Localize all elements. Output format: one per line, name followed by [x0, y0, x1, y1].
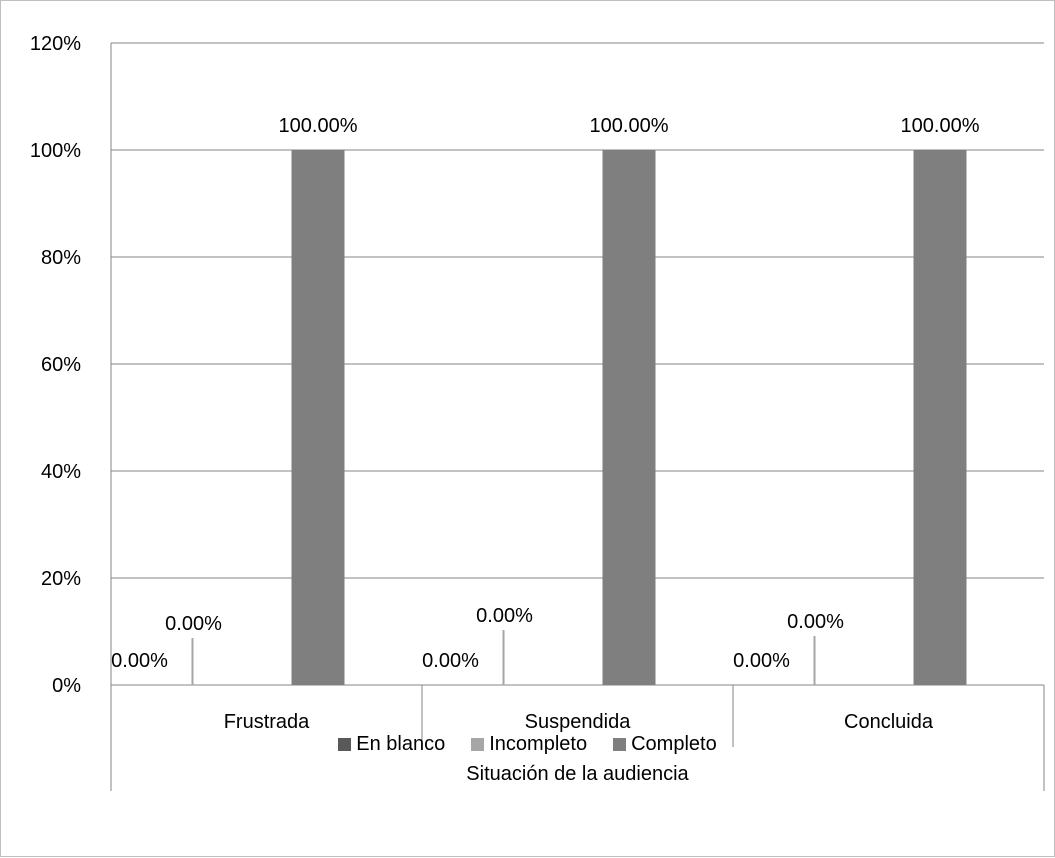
bar-completo [913, 150, 967, 685]
y-tick-label: 60% [41, 354, 81, 376]
x-axis-title: Situación de la audiencia [466, 763, 689, 785]
legend-label: Completo [631, 732, 717, 755]
data-label: 100.00% [590, 115, 669, 137]
data-label: 0.00% [787, 611, 844, 633]
y-tick-label: 100% [30, 140, 81, 162]
bar-completo [291, 150, 345, 685]
legend-item: Completo [613, 733, 717, 756]
legend-item: En blanco [338, 733, 445, 756]
data-label: 0.00% [733, 650, 790, 672]
data-label: 0.00% [165, 613, 222, 635]
legend-item: Incompleto [471, 733, 587, 756]
x-tick-label: Concluida [844, 711, 934, 733]
y-tick-label: 0% [52, 675, 81, 697]
x-tick-label: Frustrada [224, 711, 310, 733]
y-tick-label: 40% [41, 461, 81, 483]
legend-swatch [471, 737, 485, 751]
legend-label: Incompleto [489, 732, 588, 755]
data-label: 100.00% [279, 115, 358, 137]
data-label: 0.00% [422, 650, 479, 672]
data-label: 0.00% [111, 650, 168, 672]
x-tick-label: Suspendida [525, 711, 632, 733]
y-tick-label: 80% [41, 247, 81, 269]
data-label: 100.00% [901, 115, 980, 137]
legend-label: En blanco [356, 732, 446, 755]
y-tick-label: 120% [30, 33, 81, 55]
legend-swatch [613, 737, 627, 751]
bar-completo [602, 150, 656, 685]
legend: En blanco Incompleto Completo [1, 728, 1054, 760]
legend-swatch [338, 737, 352, 751]
y-tick-label: 20% [41, 568, 81, 590]
data-label: 0.00% [476, 605, 533, 627]
